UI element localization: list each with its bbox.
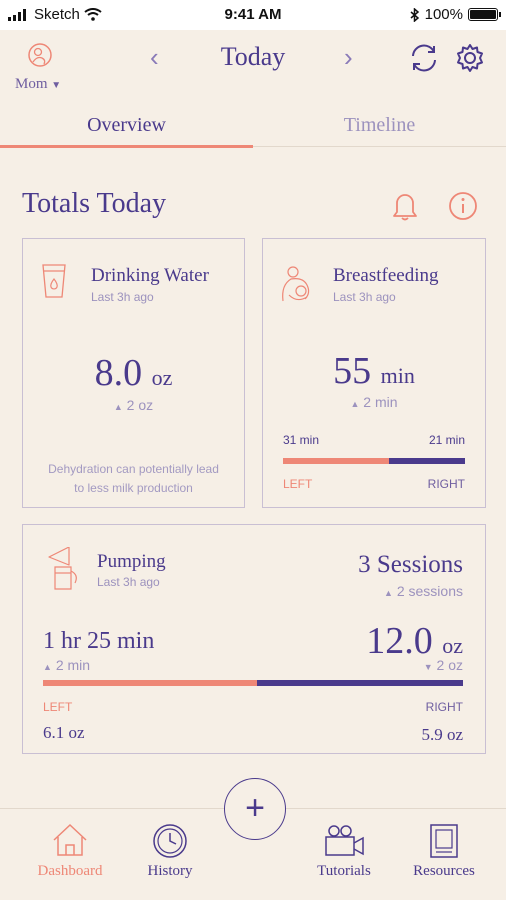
document-icon — [430, 824, 458, 858]
plus-icon: + — [245, 789, 265, 827]
breastfeeding-card[interactable]: Breastfeeding Last 3h ago 55 min ▲ 2 min… — [262, 238, 486, 508]
breastfeeding-subtitle: Last 3h ago — [333, 290, 396, 304]
breast-pump-icon — [48, 547, 77, 590]
pumping-duration: 1 hr 25 min — [43, 628, 155, 654]
chevron-right-icon[interactable]: › — [344, 42, 353, 72]
water-note: Dehydration can potentially lead to less… — [23, 460, 244, 498]
breastfeeding-icon — [282, 266, 310, 302]
header: Mom ▼ ‹ Today › — [0, 30, 506, 104]
pumping-sessions: 3 Sessions — [358, 551, 463, 578]
tab-bar: Overview Timeline — [0, 104, 506, 148]
breastfeeding-right-value: 21 min — [428, 433, 465, 447]
breastfeeding-right-label: RIGHT — [427, 477, 465, 491]
signal-icon — [8, 8, 26, 21]
pumping-volume-value: 12.0 — [366, 620, 433, 662]
nav-label-tutorials: Tutorials — [317, 863, 371, 879]
mother-avatar-icon[interactable] — [27, 42, 53, 70]
bell-icon[interactable] — [390, 190, 420, 222]
water-unit: oz — [151, 365, 173, 390]
water-note-line1: Dehydration can potentially lead — [48, 462, 219, 476]
video-camera-icon — [325, 825, 364, 856]
section-title: Totals Today — [22, 188, 167, 219]
caret-down-icon: ▼ — [51, 80, 62, 91]
breastfeeding-delta: ▲ 2 min — [263, 394, 485, 410]
breastfeeding-delta-value: 2 min — [363, 394, 398, 410]
nav-label-dashboard: Dashboard — [37, 863, 103, 879]
status-bar: Sketch 9:41 AM 100% — [0, 0, 506, 30]
pumping-volume-delta: ▼ 2 oz — [424, 657, 463, 673]
pumping-volume: 12.0 oz — [366, 619, 463, 663]
nav-history[interactable]: History — [120, 823, 220, 879]
breastfeeding-left-fill — [283, 458, 389, 464]
nav-resources[interactable]: Resources — [394, 823, 494, 879]
breastfeeding-unit: min — [380, 363, 415, 388]
profile-selector[interactable]: Mom ▼ — [15, 76, 61, 93]
water-delta: ▲ 2 oz — [23, 397, 244, 413]
caret-up-icon: ▲ — [384, 588, 393, 598]
sync-icon[interactable] — [408, 42, 440, 74]
pumping-sessions-delta: ▲ 2 sessions — [384, 583, 463, 599]
add-entry-button[interactable]: + — [224, 778, 286, 840]
water-value: 8.0 — [94, 352, 143, 394]
battery-icon — [468, 8, 501, 21]
pumping-volume-unit: oz — [442, 633, 463, 658]
status-left: Sketch — [8, 6, 102, 23]
battery-fill — [470, 10, 496, 19]
breastfeeding-split-bar — [283, 458, 465, 464]
pumping-card[interactable]: Pumping Last 3h ago 3 Sessions ▲ 2 sessi… — [22, 524, 486, 754]
caret-up-icon: ▲ — [43, 662, 52, 672]
nav-dashboard[interactable]: Dashboard — [20, 823, 120, 879]
carrier-name: Sketch — [34, 6, 80, 23]
pumping-volume-delta-value: 2 oz — [436, 657, 463, 673]
nav-label-history: History — [147, 863, 193, 879]
battery-percent: 100% — [424, 6, 463, 23]
pumping-left-value: 6.1 oz — [43, 723, 85, 742]
water-total: 8.0 oz — [23, 351, 244, 395]
house-icon — [53, 823, 87, 856]
profile-label: Mom — [15, 76, 48, 92]
water-subtitle: Last 3h ago — [91, 290, 154, 304]
caret-up-icon: ▲ — [350, 399, 360, 409]
status-time: 9:41 AM — [224, 6, 282, 23]
pumping-right-value: 5.9 oz — [421, 725, 463, 744]
page-title: Today — [220, 42, 286, 71]
active-tab-indicator — [0, 145, 253, 148]
tab-divider — [253, 146, 506, 147]
pumping-sessions-delta-value: 2 sessions — [396, 583, 463, 599]
pumping-left-fill — [43, 680, 258, 686]
breastfeeding-title: Breastfeeding — [333, 265, 439, 286]
breastfeeding-left-value: 31 min — [283, 433, 320, 447]
water-delta-value: 2 oz — [126, 397, 154, 413]
bluetooth-icon — [410, 7, 419, 22]
nav-label-resources: Resources — [413, 863, 475, 879]
water-title: Drinking Water — [91, 265, 209, 286]
breastfeeding-left-label: LEFT — [283, 477, 313, 491]
breastfeeding-value: 55 — [333, 350, 372, 392]
wifi-icon — [84, 8, 102, 21]
tab-overview[interactable]: Overview — [87, 114, 166, 136]
tab-timeline[interactable]: Timeline — [343, 114, 416, 136]
status-right: 100% — [410, 6, 501, 23]
pumping-duration-delta: ▲ 2 min — [43, 657, 90, 673]
pumping-title: Pumping — [97, 551, 166, 572]
pumping-subtitle: Last 3h ago — [97, 575, 160, 589]
pumping-duration-delta-value: 2 min — [55, 657, 91, 673]
info-icon[interactable] — [448, 191, 478, 221]
water-card[interactable]: Drinking Water Last 3h ago 8.0 oz ▲ 2 oz… — [22, 238, 245, 508]
clock-icon — [153, 824, 187, 858]
pumping-split-bar — [43, 680, 463, 686]
caret-down-icon: ▼ — [423, 662, 433, 672]
pumping-left-label: LEFT — [43, 700, 73, 714]
water-note-line2: to less milk production — [74, 481, 193, 495]
nav-tutorials[interactable]: Tutorials — [294, 823, 394, 879]
pumping-right-label: RIGHT — [425, 700, 463, 714]
water-glass-icon — [42, 264, 66, 298]
caret-up-icon: ▲ — [113, 402, 123, 412]
gear-icon[interactable] — [454, 42, 486, 74]
chevron-left-icon[interactable]: ‹ — [150, 42, 159, 72]
breastfeeding-total: 55 min — [263, 349, 485, 393]
